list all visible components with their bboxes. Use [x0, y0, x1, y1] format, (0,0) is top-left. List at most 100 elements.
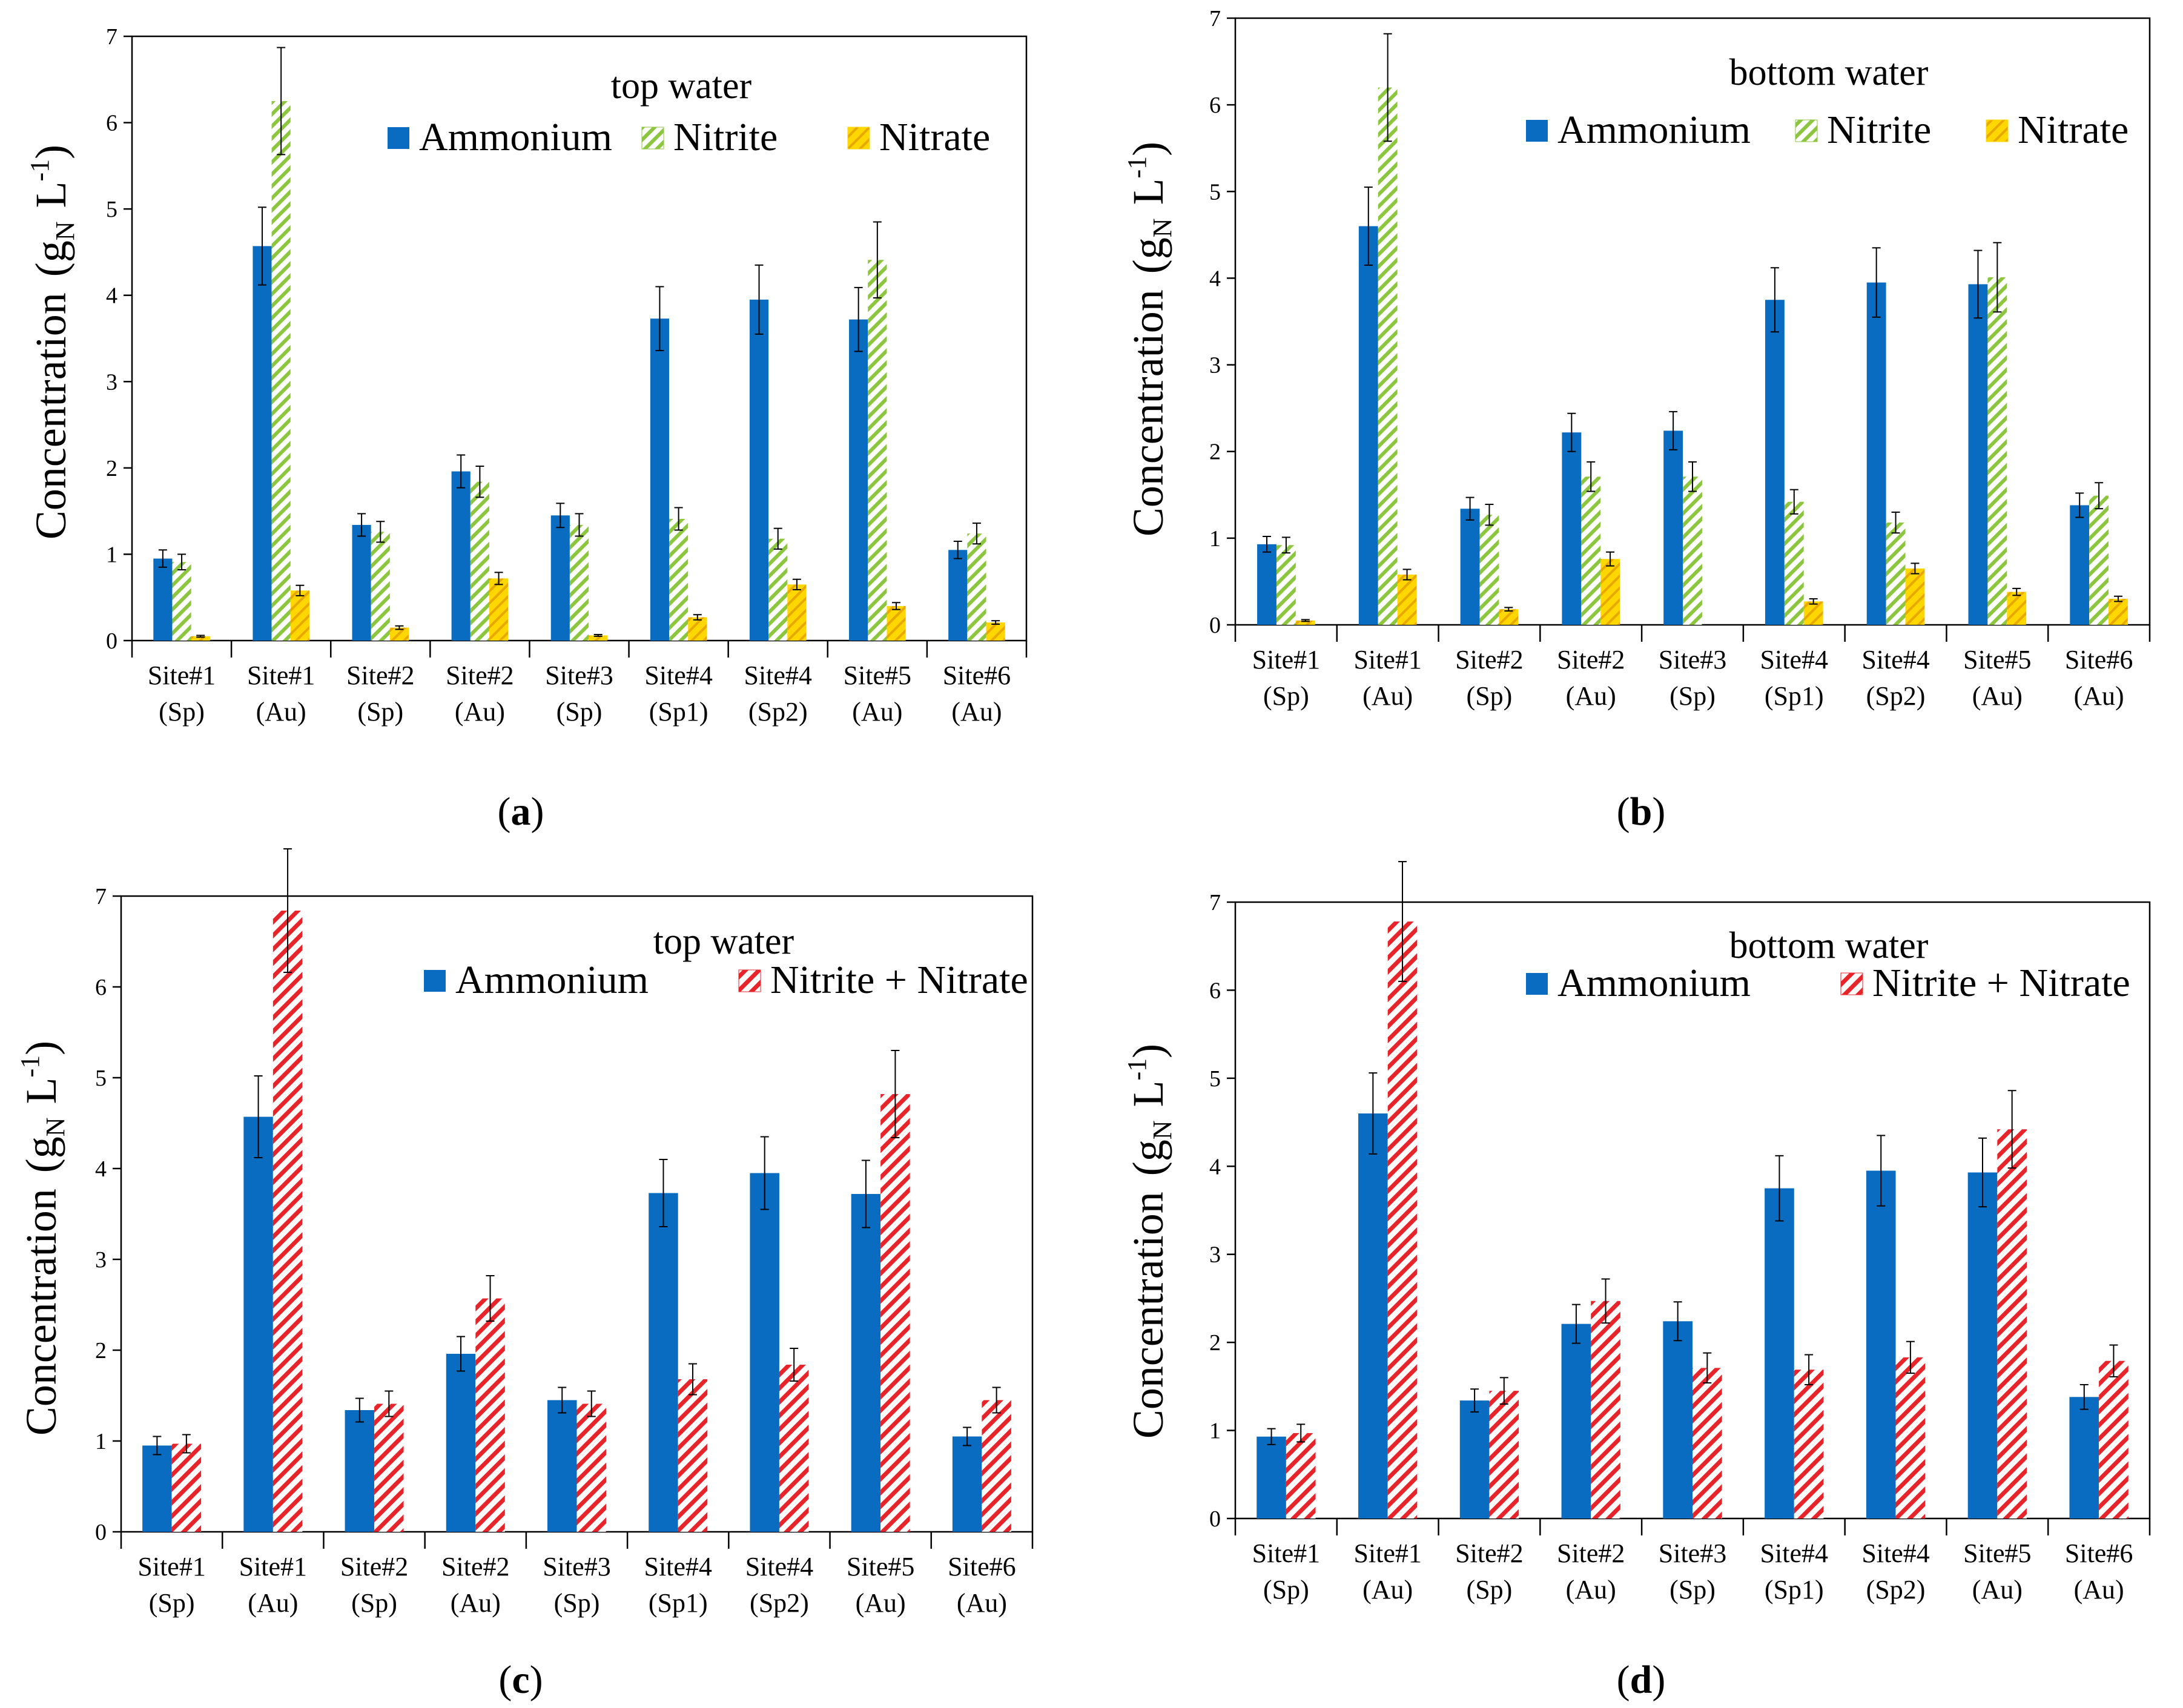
x-tick-label: (Sp1)	[1765, 1575, 1824, 1604]
bar-nitrate	[1905, 568, 1925, 625]
legend-swatch	[424, 970, 446, 992]
error-bar	[593, 634, 603, 637]
bar-nitrite	[371, 532, 390, 641]
error-bar	[1369, 1072, 1378, 1155]
x-tick-label: Site#4	[1760, 645, 1828, 674]
bar-nitrite	[470, 481, 489, 641]
bar-ammonium	[1663, 430, 1683, 625]
x-tick-label: Site#2	[1455, 645, 1523, 674]
bar-ammonium	[1358, 1113, 1388, 1518]
x-tick-label: Site#2	[340, 1552, 408, 1581]
panel-d-y-unit-base: g	[1124, 1139, 1172, 1161]
error-bar	[1383, 33, 1392, 142]
legend-label: Nitrate	[879, 115, 990, 159]
error-bar	[158, 549, 167, 568]
panel-d-title: bottom water	[1729, 925, 1929, 966]
y-tick-label: 4	[1209, 266, 1221, 291]
error-bar	[1398, 861, 1407, 982]
x-tick-label: Site#3	[545, 661, 613, 690]
y-tick-label: 5	[1209, 179, 1221, 205]
panel-d-y-unit-exponent: -1	[1122, 1058, 1152, 1081]
x-tick-label: (Au)	[1566, 681, 1616, 711]
error-bar	[773, 527, 782, 550]
error-bar	[1805, 1354, 1814, 1385]
y-tick-label: 1	[1209, 526, 1221, 552]
panel-a-y-unit-subscript: N	[50, 221, 80, 240]
y-tick-label: 0	[1209, 613, 1221, 638]
error-bar	[457, 454, 466, 489]
error-bar	[575, 513, 584, 537]
bar-nitrite-nitrate	[982, 1400, 1011, 1532]
bar-nitrite	[1784, 501, 1804, 625]
x-tick-label: Site#4	[1760, 1538, 1828, 1568]
y-tick-label: 3	[1209, 1242, 1221, 1268]
x-tick-label: (Sp)	[159, 697, 205, 727]
legend-label: Ammonium	[419, 115, 612, 159]
x-tick-label: Site#6	[2065, 1538, 2133, 1568]
x-tick-label: Site#2	[1557, 645, 1625, 674]
x-tick-label: (Au)	[1362, 681, 1413, 711]
legend-label: Nitrate	[2018, 108, 2129, 152]
error-bar	[659, 1159, 668, 1227]
error-bar	[475, 466, 484, 498]
error-bar	[494, 572, 503, 585]
y-tick-label: 2	[1209, 440, 1221, 465]
x-tick-label: (Au)	[455, 697, 505, 727]
y-tick-label: 6	[1209, 93, 1221, 118]
bar-nitrite-nitrate	[1387, 921, 1418, 1518]
x-tick-label: Site#2	[1455, 1538, 1523, 1568]
x-tick-label: (Au)	[2074, 681, 2124, 711]
x-tick-label: (Sp2)	[1866, 1575, 1926, 1604]
bar-nitrate	[389, 627, 409, 641]
legend-swatch	[1986, 119, 2009, 142]
x-tick-label: Site#5	[1963, 1538, 2031, 1568]
legend-swatch	[1526, 120, 1548, 142]
panel-a-plot: 0 1 2 3 4 5 6 7 Site#1 (Sp) Site#1 (Au) Site#2 (Sp) Si…	[106, 24, 1028, 727]
error-bar	[153, 1436, 162, 1456]
bar-nitrite-nitrate	[374, 1403, 404, 1532]
x-tick-label: (Sp2)	[750, 1588, 809, 1618]
error-bar	[991, 620, 1000, 625]
legend-label: Ammonium	[1557, 961, 1751, 1005]
bar-nitrite-nitrate	[576, 1403, 606, 1532]
panel-c-title: top water	[653, 921, 794, 962]
error-bar	[1267, 1428, 1276, 1445]
legend-label: Ammonium	[455, 958, 649, 1002]
y-tick-label: 7	[95, 884, 107, 909]
y-tick-label: 4	[1209, 1154, 1221, 1179]
error-bar	[688, 1363, 697, 1396]
bar-ammonium	[1765, 1188, 1794, 1518]
x-tick-label: (Sp)	[554, 1588, 600, 1618]
error-bar	[1364, 186, 1373, 266]
y-tick-label: 7	[1209, 6, 1221, 31]
bar-ammonium	[1562, 432, 1582, 625]
legend-swatch	[1526, 973, 1548, 995]
bar-ammonium	[650, 318, 670, 641]
bar-ammonium	[749, 299, 769, 641]
bar-nitrite	[768, 538, 788, 641]
y-tick-label: 3	[95, 1247, 107, 1273]
legend-label: Ammonium	[1557, 108, 1751, 152]
y-tick-label: 2	[1209, 1330, 1221, 1356]
bar-nitrite	[868, 260, 887, 641]
bar-nitrite-nitrate	[475, 1298, 505, 1532]
x-tick-label: Site#4	[644, 1552, 712, 1581]
error-bar	[2109, 1344, 2118, 1377]
bar-nitrate	[688, 617, 707, 641]
bar-nitrite-nitrate	[272, 911, 303, 1532]
panel-c-y-unit-exponent: -1	[15, 1055, 45, 1078]
bar-nitrite	[271, 101, 291, 641]
error-bar	[972, 523, 981, 545]
bar-ammonium	[1765, 300, 1785, 625]
bar-nitrite	[1987, 277, 2007, 625]
bar-ammonium	[446, 1354, 476, 1532]
x-tick-label: Site#4	[644, 661, 712, 690]
error-bar	[1775, 1155, 1784, 1222]
bar-nitrite-nitrate	[880, 1094, 910, 1532]
error-bar	[953, 541, 962, 559]
bar-nitrate	[2007, 592, 2027, 625]
x-tick-label: (Au)	[852, 697, 902, 727]
error-bar	[1567, 412, 1576, 452]
bar-ammonium	[1358, 226, 1378, 625]
